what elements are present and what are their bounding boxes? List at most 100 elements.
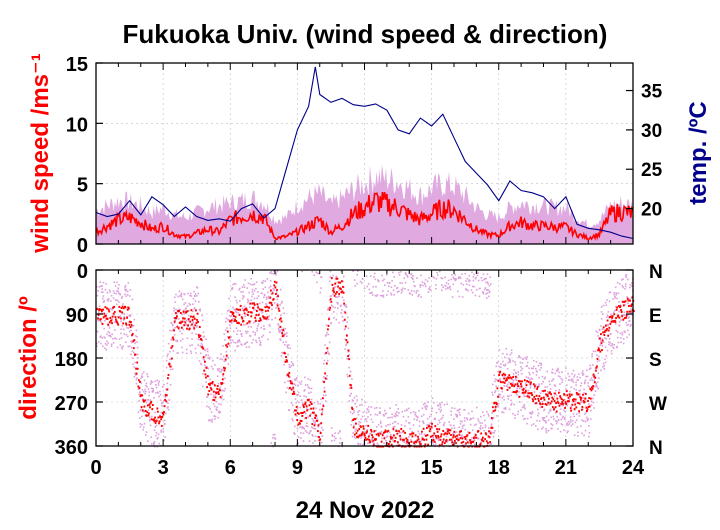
- direction-mean-point: [562, 402, 564, 405]
- direction-spread-point: [171, 337, 173, 340]
- direction-spread-point: [596, 385, 598, 388]
- direction-spread-point: [247, 301, 249, 304]
- direction-spread-point: [380, 426, 383, 428]
- direction-spread-point: [387, 417, 389, 419]
- direction-spread-point: [392, 271, 394, 274]
- direction-spread-point: [163, 423, 166, 426]
- direction-spread-point: [379, 422, 382, 425]
- direction-spread-point: [141, 415, 143, 418]
- direction-mean-point: [120, 307, 123, 309]
- direction-spread-point: [390, 294, 393, 296]
- direction-mean-point: [390, 443, 393, 446]
- direction-spread-point: [484, 288, 486, 291]
- direction-mean-point: [346, 334, 348, 337]
- direction-mean-point: [593, 381, 596, 384]
- direction-mean-point: [535, 394, 538, 397]
- direction-spread-point: [446, 441, 448, 443]
- direction-mean-point: [301, 414, 304, 417]
- direction-spread-point: [618, 283, 621, 285]
- direction-spread-point: [424, 402, 426, 405]
- direction-mean-point: [350, 386, 353, 389]
- direction-spread-point: [178, 290, 181, 293]
- direction-spread-point: [121, 324, 124, 327]
- direction-spread-point: [543, 409, 545, 412]
- direction-mean-point: [565, 403, 568, 405]
- direction-spread-point: [171, 329, 173, 332]
- direction-spread-point: [347, 376, 349, 378]
- direction-mean-point: [563, 393, 566, 396]
- direction-mean-point: [275, 281, 278, 284]
- direction-mean-point: [419, 443, 422, 446]
- direction-spread-point: [174, 301, 177, 303]
- direction-spread-point: [563, 418, 566, 420]
- direction-spread-point: [242, 294, 244, 297]
- direction-spread-point: [313, 274, 316, 277]
- direction-spread-point: [504, 375, 506, 377]
- direction-mean-point: [294, 409, 296, 412]
- direction-mean-point: [578, 402, 581, 405]
- direction-spread-point: [457, 440, 459, 442]
- direction-spread-point: [495, 365, 497, 368]
- direction-mean-point: [183, 324, 186, 327]
- direction-spread-point: [340, 312, 342, 314]
- direction-mean-point: [587, 399, 589, 402]
- direction-mean-point: [570, 393, 573, 396]
- direction-tick-label: 0: [77, 261, 88, 283]
- direction-spread-point: [418, 425, 421, 427]
- direction-spread-point: [222, 345, 224, 347]
- direction-spread-point: [269, 285, 272, 288]
- direction-mean-point: [108, 321, 111, 324]
- direction-spread-point: [419, 286, 422, 288]
- direction-mean-point: [325, 351, 328, 354]
- direction-spread-point: [235, 327, 238, 329]
- direction-spread-point: [422, 284, 424, 287]
- direction-spread-point: [133, 318, 136, 321]
- direction-spread-point: [148, 394, 150, 397]
- direction-spread-point: [383, 415, 385, 417]
- direction-mean-point: [417, 438, 420, 441]
- direction-spread-point: [499, 393, 501, 396]
- direction-spread-point: [463, 417, 466, 419]
- direction-mean-point: [506, 388, 509, 391]
- direction-spread-point: [626, 296, 628, 298]
- direction-spread-point: [153, 441, 156, 443]
- direction-spread-point: [578, 373, 580, 375]
- direction-spread-point: [532, 372, 534, 374]
- direction-spread-point: [400, 431, 402, 434]
- direction-mean-point: [494, 409, 497, 412]
- direction-spread-point: [251, 291, 254, 293]
- direction-spread-point: [498, 395, 500, 397]
- direction-spread-point: [106, 344, 108, 346]
- direction-mean-point: [606, 328, 608, 330]
- direction-spread-point: [119, 293, 122, 296]
- direction-mean-point: [113, 305, 116, 308]
- direction-spread-point: [436, 437, 438, 440]
- direction-spread-point: [311, 434, 314, 436]
- direction-spread-point: [562, 404, 565, 407]
- direction-spread-point: [570, 424, 573, 427]
- direction-spread-point: [198, 301, 200, 303]
- direction-mean-point: [103, 315, 106, 318]
- direction-spread-point: [129, 315, 132, 317]
- direction-mean-point: [184, 321, 187, 324]
- direction-spread-point: [582, 373, 585, 375]
- direction-spread-point: [153, 397, 155, 399]
- direction-spread-point: [234, 310, 237, 313]
- direction-spread-point: [479, 427, 481, 429]
- direction-spread-point: [531, 410, 534, 413]
- wind-speed-range-area: [96, 164, 633, 244]
- direction-spread-point: [265, 296, 268, 299]
- direction-spread-point: [590, 400, 593, 403]
- direction-mean-point: [191, 319, 194, 321]
- direction-spread-point: [464, 443, 467, 446]
- direction-spread-point: [588, 432, 591, 434]
- direction-spread-point: [393, 415, 395, 417]
- direction-spread-point: [521, 406, 524, 409]
- direction-spread-point: [287, 353, 289, 356]
- direction-spread-point: [190, 352, 193, 354]
- direction-spread-point: [237, 329, 239, 332]
- direction-spread-point: [561, 416, 564, 419]
- direction-spread-point: [519, 361, 522, 364]
- direction-spread-point: [115, 299, 118, 302]
